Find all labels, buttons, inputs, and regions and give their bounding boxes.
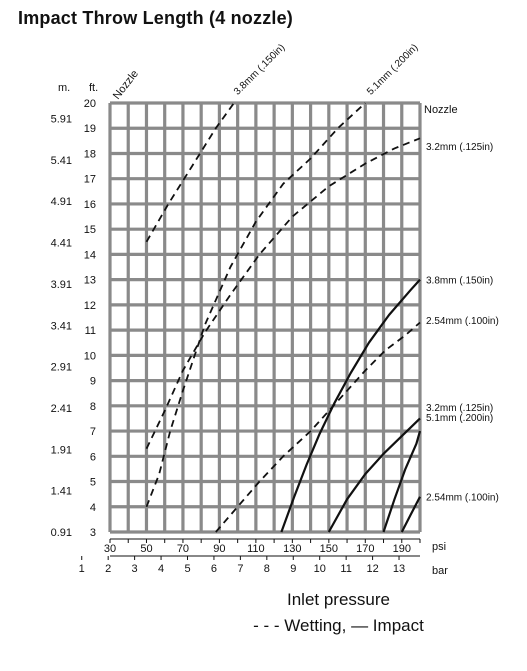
ft-tick-label: 15 (84, 224, 96, 236)
m-tick-label: 0.91 (51, 527, 72, 539)
ft-tick-label: 18 (84, 148, 96, 160)
wetting-series-line (145, 102, 366, 508)
bar-tick-label: 4 (158, 563, 164, 575)
bar-tick-label: 8 (264, 563, 270, 575)
chart-series (145, 102, 422, 533)
impact-series-line (400, 496, 421, 533)
m-tick-label: 1.91 (51, 444, 72, 456)
right-nozzle-label: 5.1mm (.200in) (426, 413, 493, 424)
x-axis-caption: Inlet pressure (287, 590, 390, 609)
impact-series-line (382, 430, 422, 533)
wetting-series-line (145, 102, 235, 243)
m-tick-label: 1.41 (51, 486, 72, 498)
right-nozzle-label: 2.54mm (.100in) (426, 316, 499, 327)
ft-tick-label: 7 (90, 426, 96, 438)
ft-tick-label: 3 (90, 527, 96, 539)
nozzle-header-right: Nozzle (424, 104, 458, 116)
ft-tick-label: 20 (84, 98, 96, 110)
psi-tick-label: 130 (283, 543, 301, 555)
wetting-series-line (145, 137, 421, 450)
bar-tick-label: 9 (290, 563, 296, 575)
chart-title: Impact Throw Length (4 nozzle) (18, 8, 293, 28)
ft-tick-label: 5 (90, 477, 96, 489)
chart-axes: m. ft. Nozzle Nozzle psi bar 34567891011… (51, 68, 458, 577)
bar-tick-label: 2 (105, 563, 111, 575)
ft-tick-label: 13 (84, 275, 96, 287)
bar-tick-label: 10 (314, 563, 326, 575)
bar-tick-label: 7 (237, 563, 243, 575)
psi-tick-label: 90 (213, 543, 225, 555)
ft-tick-label: 9 (90, 376, 96, 388)
chart-grid (108, 101, 422, 534)
m-tick-label: 5.41 (51, 155, 72, 167)
y-left-unit: m. (58, 82, 70, 94)
nozzle-header-left: Nozzle (111, 68, 141, 102)
bar-tick-label: 13 (393, 563, 405, 575)
m-tick-label: 5.91 (51, 113, 72, 125)
right-nozzle-label: 2.54mm (.100in) (426, 493, 499, 504)
m-tick-label: 4.91 (51, 196, 72, 208)
x-unit-bar: bar (432, 565, 448, 577)
ft-tick-label: 4 (90, 502, 96, 514)
psi-tick-label: 170 (356, 543, 374, 555)
right-nozzle-label: 3.2mm (.125in) (426, 142, 493, 153)
ft-tick-label: 10 (84, 350, 96, 362)
ft-tick-label: 8 (90, 401, 96, 413)
right-nozzle-label: 3.2mm (.125in) (426, 403, 493, 414)
ft-tick-label: 6 (90, 451, 96, 463)
m-tick-label: 3.91 (51, 279, 72, 291)
psi-tick-label: 30 (104, 543, 116, 555)
ft-tick-label: 17 (84, 174, 96, 186)
bar-tick-label: 6 (211, 563, 217, 575)
bar-tick-label: 5 (184, 563, 190, 575)
bar-tick-label: 3 (132, 563, 138, 575)
impact-series-line (280, 278, 421, 533)
ft-tick-label: 12 (84, 300, 96, 312)
ft-tick-label: 16 (84, 199, 96, 211)
x-unit-psi: psi (432, 541, 446, 553)
ft-tick-label: 14 (84, 249, 96, 261)
ft-tick-label: 11 (85, 325, 96, 337)
psi-tick-label: 190 (393, 543, 411, 555)
y-right-unit: ft. (89, 82, 98, 94)
psi-tick-label: 150 (320, 543, 338, 555)
ft-tick-label: 19 (84, 123, 96, 135)
psi-tick-label: 110 (247, 543, 265, 555)
psi-tick-label: 70 (177, 543, 189, 555)
bar-tick-label: 1 (79, 563, 85, 575)
m-tick-label: 4.41 (51, 238, 72, 250)
top-nozzle-label: 3.8mm (.150in) (232, 42, 287, 97)
m-tick-label: 2.91 (51, 362, 72, 374)
right-nozzle-label: 3.8mm (.150in) (426, 276, 493, 287)
bar-tick-label: 11 (340, 563, 351, 575)
m-tick-label: 2.41 (51, 403, 72, 415)
legend-caption: - - - Wetting, — Impact (253, 616, 424, 635)
psi-tick-label: 50 (140, 543, 152, 555)
wetting-series-line (215, 321, 421, 533)
bar-tick-label: 12 (366, 563, 378, 575)
impact-series-line (327, 417, 421, 533)
top-nozzle-label: 5.1mm (.200in) (365, 42, 420, 97)
m-tick-label: 3.41 (51, 320, 72, 332)
